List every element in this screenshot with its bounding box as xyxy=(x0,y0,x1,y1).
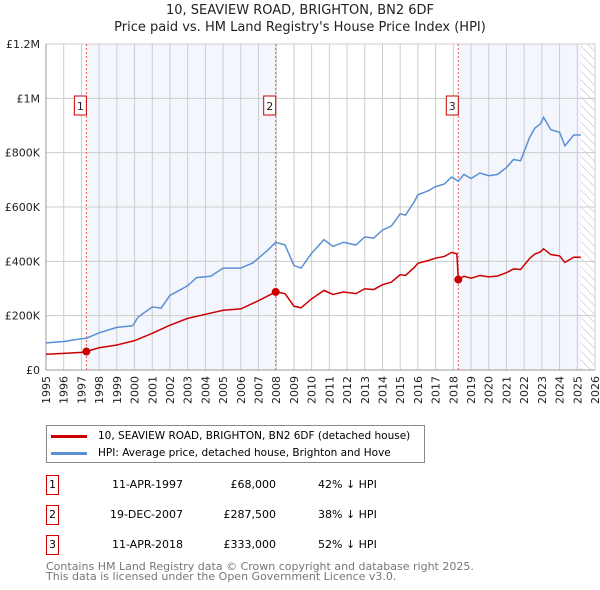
legend: 10, SEAVIEW ROAD, BRIGHTON, BN2 6DF (det… xyxy=(46,425,425,463)
sale-label-box xyxy=(263,95,277,116)
x-tick-label: 1997 xyxy=(75,376,88,404)
sale-hpi-diff: 52% ↓ HPI xyxy=(318,538,377,551)
sale-point xyxy=(454,275,463,284)
x-tick-label: 2012 xyxy=(341,376,354,404)
x-tick-label: 2007 xyxy=(253,376,266,404)
sale-price: £68,000 xyxy=(230,478,277,491)
sale-marker-number: 1 xyxy=(46,475,59,495)
sale-label-number: 3 xyxy=(449,100,456,113)
legend-label-property: 10, SEAVIEW ROAD, BRIGHTON, BN2 6DF (det… xyxy=(98,430,411,442)
chart-title: 10, SEAVIEW ROAD, BRIGHTON, BN2 6DF xyxy=(165,3,435,18)
sale-marker-number: 3 xyxy=(46,535,59,555)
sale-point xyxy=(82,347,91,356)
sale-date: 11-APR-2018 xyxy=(111,538,183,551)
y-tick-label: £1M xyxy=(17,92,41,105)
y-tick-label: £200K xyxy=(5,310,41,323)
sale-price: £287,500 xyxy=(223,508,277,521)
property-price-line xyxy=(45,247,581,355)
legend-swatch-hpi xyxy=(51,451,87,455)
x-tick-label: 1995 xyxy=(40,376,53,404)
x-tick-label: 2010 xyxy=(306,376,319,404)
x-tick-label: 2022 xyxy=(518,376,531,404)
y-tick-label: £0 xyxy=(26,364,40,377)
x-tick-label: 2008 xyxy=(270,376,283,404)
chart-subtitle: Price paid vs. HM Land Registry's House … xyxy=(114,20,486,35)
sale-label-box xyxy=(73,95,87,116)
x-tick-label: 2023 xyxy=(536,376,549,404)
sale-date: 19-DEC-2007 xyxy=(109,508,183,521)
sale-label-number: 2 xyxy=(266,100,273,113)
x-tick-label: 2021 xyxy=(500,376,513,404)
sale-price: £333,000 xyxy=(223,538,277,551)
x-tick-label: 1996 xyxy=(58,376,71,404)
x-tick-label: 2001 xyxy=(146,376,159,404)
hpi-line xyxy=(45,115,581,344)
x-tick-label: 2000 xyxy=(129,376,142,404)
x-tick-label: 2011 xyxy=(323,376,336,404)
x-tick-label: 2005 xyxy=(217,376,230,404)
x-tick-label: 2026 xyxy=(589,376,600,404)
sale-date: 11-APR-1997 xyxy=(111,478,183,491)
x-tick-label: 2013 xyxy=(359,376,372,404)
x-tick-label: 2006 xyxy=(235,376,248,404)
x-tick-label: 2015 xyxy=(394,376,407,404)
x-tick-label: 2019 xyxy=(465,376,478,404)
footer-licence: This data is licensed under the Open Gov… xyxy=(46,570,397,583)
y-tick-label: £600K xyxy=(5,201,41,214)
y-tick-label: £800K xyxy=(5,147,41,160)
x-tick-label: 2017 xyxy=(430,376,443,404)
legend-swatch-property xyxy=(51,434,87,438)
x-tick-label: 2002 xyxy=(164,376,177,404)
x-tick-label: 2018 xyxy=(447,376,460,404)
sale-marker-number: 2 xyxy=(46,505,59,525)
x-tick-label: 2020 xyxy=(483,376,496,404)
sale-label-number: 1 xyxy=(77,100,84,113)
y-tick-label: £400K xyxy=(5,255,41,268)
x-tick-label: 2016 xyxy=(412,376,425,404)
x-tick-label: 2004 xyxy=(199,376,212,404)
x-tick-label: 2024 xyxy=(554,376,567,404)
x-tick-label: 2025 xyxy=(571,376,584,404)
legend-label-hpi: HPI: Average price, detached house, Brig… xyxy=(98,447,391,459)
sale-hpi-diff: 38% ↓ HPI xyxy=(318,508,377,521)
x-tick-label: 2014 xyxy=(376,376,389,404)
sale-hpi-diff: 42% ↓ HPI xyxy=(318,478,377,491)
price-chart: 1995 1996 1997 1998 1999 2000 2001 2002 2003 2004… xyxy=(5,38,600,404)
x-tick-label: 1999 xyxy=(111,376,124,404)
x-tick-label: 1998 xyxy=(93,376,106,404)
sale-label-box xyxy=(445,95,459,116)
footer-copyright: Contains HM Land Registry data © Crown c… xyxy=(46,560,474,573)
y-tick-label: £1.2M xyxy=(6,38,40,51)
x-tick-label: 2009 xyxy=(288,376,301,404)
x-tick-label: 2003 xyxy=(182,376,195,404)
sale-point xyxy=(271,287,280,296)
